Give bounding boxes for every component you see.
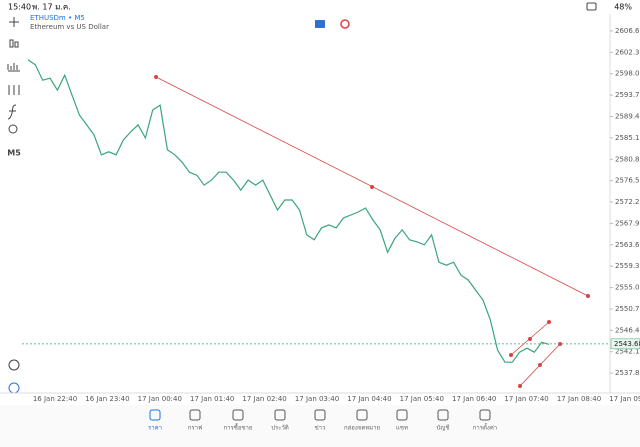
nav-label[interactable]: บัญชี — [437, 424, 450, 432]
symbol-name[interactable]: ETHUSDm • M5 — [30, 14, 85, 22]
timeframe[interactable]: M5 — [7, 149, 21, 158]
trade-button[interactable] — [315, 20, 325, 28]
trend-point — [518, 383, 523, 388]
price-label: 2576.50 — [615, 177, 640, 185]
nav-label[interactable]: ประวัติ — [271, 425, 289, 432]
signals-tool[interactable] — [8, 359, 20, 371]
trend-point — [369, 184, 374, 189]
price-label: 2550.70 — [615, 305, 640, 313]
objects-tool[interactable] — [8, 124, 18, 134]
crosshair-tool[interactable] — [9, 17, 19, 27]
price-label: 2546.40 — [615, 326, 640, 334]
time-label: 17 Jan 09:40 — [609, 395, 640, 403]
indicator-button[interactable] — [340, 19, 350, 29]
indicators-tool[interactable] — [8, 85, 20, 95]
price-label: 2542.10 — [615, 348, 640, 356]
nav-icon[interactable] — [437, 409, 449, 421]
candle-tool[interactable] — [9, 39, 14, 48]
time-label: 17 Jan 04:40 — [347, 395, 391, 403]
nav-label[interactable]: ข่าว — [315, 425, 326, 432]
price-label: 2567.90 — [615, 219, 640, 227]
nav-icon[interactable] — [149, 409, 161, 421]
current-price-box — [610, 338, 640, 350]
nav-label[interactable]: การซื้อขาย — [224, 422, 253, 432]
nav-icon[interactable] — [396, 409, 408, 421]
symbol-description: Ethereum vs US Dollar — [30, 23, 109, 31]
wifi-icon — [586, 2, 597, 11]
time-label: 17 Jan 05:40 — [400, 395, 444, 403]
trend-point — [538, 362, 543, 367]
nav-label[interactable]: การตั้งค่า — [473, 422, 497, 432]
function-tool[interactable] — [7, 104, 17, 120]
price-label: 2606.60 — [615, 27, 640, 35]
time-label: 17 Jan 07:40 — [504, 395, 548, 403]
price-label: 2589.40 — [615, 112, 640, 120]
nav-label[interactable]: กล่องจดหมาย — [344, 425, 380, 432]
nav-label[interactable]: ราคา — [148, 425, 162, 432]
price-label: 2559.30 — [615, 262, 640, 270]
status-date: พ. 17 ม.ค. — [32, 3, 71, 12]
nav-icon[interactable] — [189, 409, 201, 421]
time-label: 17 Jan 02:40 — [242, 395, 286, 403]
time-label: 17 Jan 00:40 — [138, 395, 182, 403]
time-label: 17 Jan 06:40 — [452, 395, 496, 403]
time-label: 16 Jan 22:40 — [33, 395, 77, 403]
time-label: 16 Jan 23:40 — [85, 395, 129, 403]
broker-icon[interactable] — [8, 382, 20, 394]
nav-icon[interactable] — [274, 409, 286, 421]
price-line — [27, 59, 550, 363]
trend-point — [547, 319, 552, 324]
time-label: 17 Jan 03:40 — [295, 395, 339, 403]
nav-icon[interactable] — [232, 409, 244, 421]
price-label: 2580.80 — [615, 155, 640, 163]
price-label: 2572.20 — [615, 198, 640, 206]
nav-label[interactable]: กราฟ — [188, 425, 202, 432]
price-label: 2593.70 — [615, 91, 640, 99]
price-label: 2585.10 — [615, 134, 640, 142]
price-label: 2537.80 — [615, 369, 640, 377]
nav-label[interactable]: แชท — [396, 425, 408, 432]
trend-point — [153, 75, 158, 80]
nav-icon[interactable] — [356, 409, 368, 421]
current-price-label: 2543.68 — [614, 340, 640, 348]
status-time: 15:40 — [8, 3, 31, 12]
price-label: 2563.60 — [615, 241, 640, 249]
status-battery: 48% — [614, 3, 632, 12]
bars-tool[interactable] — [7, 63, 20, 72]
trend-point — [508, 352, 513, 357]
trend-lines — [153, 75, 591, 388]
price-label: 2555.00 — [615, 284, 640, 292]
trend-point — [586, 293, 591, 298]
trend-point — [528, 336, 533, 341]
time-label: 17 Jan 01:40 — [190, 395, 234, 403]
price-label: 2598.00 — [615, 70, 640, 78]
price-label: 2602.30 — [615, 48, 640, 56]
nav-icon[interactable] — [479, 409, 491, 421]
candle-tool[interactable] — [14, 41, 19, 48]
left-toolbar — [7, 17, 20, 394]
nav-icon[interactable] — [314, 409, 326, 421]
bottom-nav — [0, 405, 640, 447]
time-label: 17 Jan 08:40 — [557, 395, 601, 403]
